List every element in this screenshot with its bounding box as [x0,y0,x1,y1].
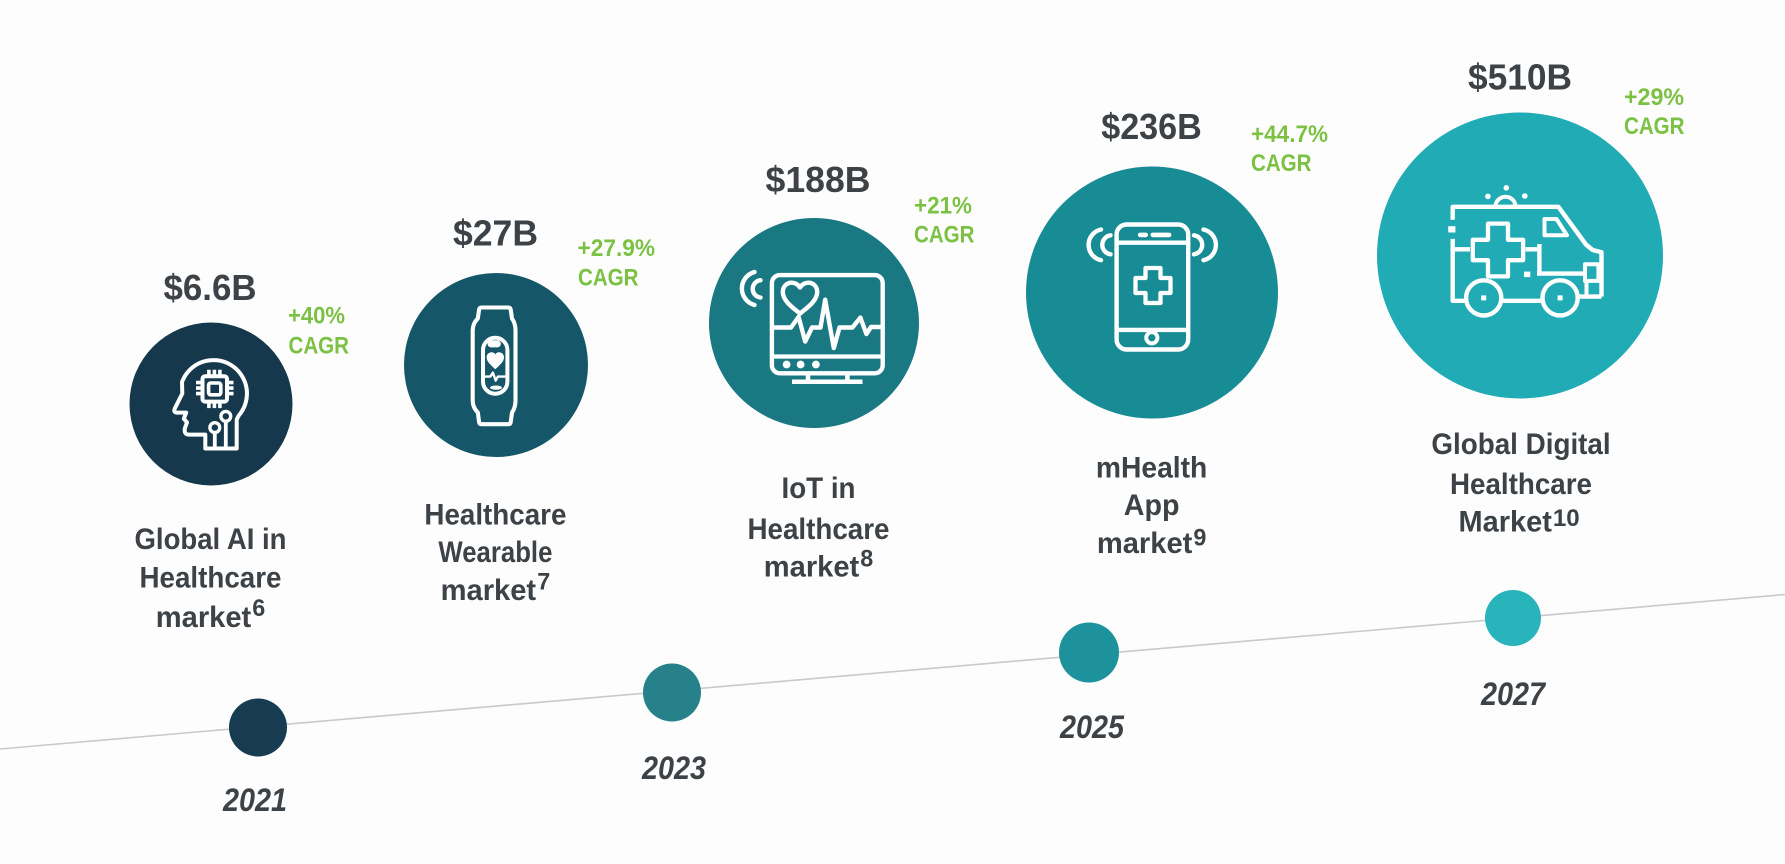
svg-text:Healthcare: Healthcare [748,513,890,546]
svg-text:CAGR: CAGR [289,332,350,359]
svg-text:$188B: $188B [766,159,871,200]
svg-text:$27B: $27B [453,213,538,254]
svg-text:2021: 2021 [222,782,287,818]
svg-text:$510B: $510B [1468,57,1572,98]
svg-text:IoT in: IoT in [782,472,856,505]
svg-text:Healthcare: Healthcare [1450,468,1592,501]
svg-text:market: market [764,550,860,583]
svg-text:6: 6 [252,595,265,622]
svg-text:+29%: +29% [1624,84,1684,111]
svg-text:+27.9%: +27.9% [578,235,656,262]
svg-text:2023: 2023 [641,750,706,786]
svg-text:Healthcare: Healthcare [140,562,282,595]
svg-text:2025: 2025 [1059,709,1125,745]
svg-text:2027: 2027 [1480,676,1547,712]
svg-text:$6.6B: $6.6B [164,267,257,308]
svg-text:Wearable: Wearable [438,536,552,569]
svg-text:+44.7%: +44.7% [1251,121,1328,148]
svg-text:market: market [441,574,537,607]
svg-text:7: 7 [537,568,550,595]
svg-text:market: market [1097,527,1193,560]
svg-text:CAGR: CAGR [1251,150,1312,177]
svg-text:CAGR: CAGR [578,264,639,291]
svg-text:10: 10 [1553,505,1580,532]
svg-text:market: market [156,601,252,634]
svg-text:Healthcare: Healthcare [424,498,566,531]
svg-text:CAGR: CAGR [1624,113,1685,140]
svg-text:8: 8 [860,545,873,572]
svg-text:CAGR: CAGR [914,222,975,249]
svg-text:+40%: +40% [288,303,345,330]
svg-text:$236B: $236B [1101,106,1202,147]
svg-text:+21%: +21% [914,193,972,220]
svg-text:mHealth: mHealth [1096,452,1207,485]
svg-text:App: App [1124,489,1180,522]
svg-text:Global AI in: Global AI in [135,523,287,556]
svg-text:Market: Market [1459,506,1552,539]
svg-text:9: 9 [1193,525,1206,552]
svg-text:Global Digital: Global Digital [1431,428,1610,461]
